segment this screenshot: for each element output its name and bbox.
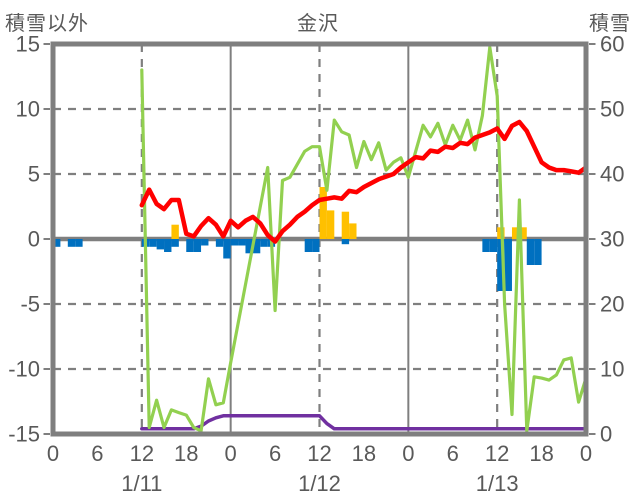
blue-bar: [341, 239, 350, 245]
hour-tick-label: 12: [485, 441, 509, 466]
orange-bar: [511, 227, 520, 239]
hour-tick-label: 18: [352, 441, 376, 466]
orange-bar: [319, 187, 327, 239]
hour-tick-label: 0: [402, 441, 414, 466]
left-tick-label: 0: [28, 227, 40, 252]
blue-bar: [482, 239, 490, 252]
right-tick-label: 0: [600, 422, 612, 447]
blue-bar: [260, 239, 268, 247]
blue-bar: [504, 239, 512, 291]
right-tick-label: 10: [600, 357, 624, 382]
blue-bar: [304, 239, 313, 252]
hour-tick-label: 12: [130, 441, 154, 466]
hour-tick-label: 6: [447, 441, 459, 466]
hour-tick-label: 18: [174, 441, 198, 466]
purple-line: [140, 414, 588, 431]
blue-bar: [526, 239, 535, 265]
blue-bar: [149, 239, 157, 247]
hour-tick-label: 6: [91, 441, 103, 466]
left-axis-title: 積雪以外: [5, 13, 89, 35]
orange-bar: [349, 223, 357, 239]
blue-bar: [67, 239, 76, 247]
hour-tick-label: 0: [580, 441, 592, 466]
right-tick-label: 20: [600, 292, 624, 317]
right-tick-label: 40: [600, 162, 624, 187]
blue-bar: [534, 239, 542, 265]
blue-bar: [252, 239, 261, 254]
orange-bar: [326, 210, 335, 239]
hour-tick-label: 0: [225, 441, 237, 466]
blue-bar: [186, 239, 194, 252]
orange-bar: [341, 211, 350, 239]
hour-tick-label: 12: [307, 441, 331, 466]
blue-bar: [245, 239, 253, 254]
blue-bar: [164, 239, 172, 252]
right-tick-label: 30: [600, 227, 624, 252]
date-label: 1/13: [476, 471, 519, 496]
blue-bar: [75, 239, 83, 247]
blue-bar: [497, 239, 505, 291]
blue-bar: [156, 239, 165, 250]
hour-tick-label: 0: [47, 441, 59, 466]
date-label: 1/12: [298, 471, 341, 496]
blue-bar: [215, 239, 224, 247]
plot-border: [50, 41, 589, 437]
blue-bar: [238, 239, 246, 246]
hour-tick-label: 6: [269, 441, 281, 466]
orange-bar: [519, 227, 527, 239]
snow-depth-line: [140, 45, 588, 433]
right-axis-title: 積雪: [589, 13, 631, 35]
blue-bar: [171, 239, 179, 247]
left-tick-label: 5: [28, 162, 40, 187]
blue-bar: [53, 239, 61, 247]
blue-bar: [312, 239, 320, 252]
chart-title: 金沢: [297, 13, 339, 35]
blue-bar: [193, 239, 202, 252]
right-tick-label: 60: [600, 32, 624, 57]
blue-bar: [489, 239, 498, 252]
right-tick-label: 50: [600, 97, 624, 122]
left-tick-label: 10: [16, 97, 40, 122]
temperature-line: [139, 119, 589, 244]
left-tick-label: -15: [8, 422, 40, 447]
left-tick-label: 15: [16, 32, 40, 57]
blue-bar: [230, 239, 239, 246]
blue-bar: [223, 239, 231, 259]
hour-tick-label: 18: [529, 441, 553, 466]
date-label: 1/11: [121, 471, 162, 496]
orange-bar: [171, 224, 179, 239]
left-tick-label: -5: [20, 292, 40, 317]
blue-bar: [201, 239, 209, 246]
left-tick-label: -10: [8, 357, 40, 382]
